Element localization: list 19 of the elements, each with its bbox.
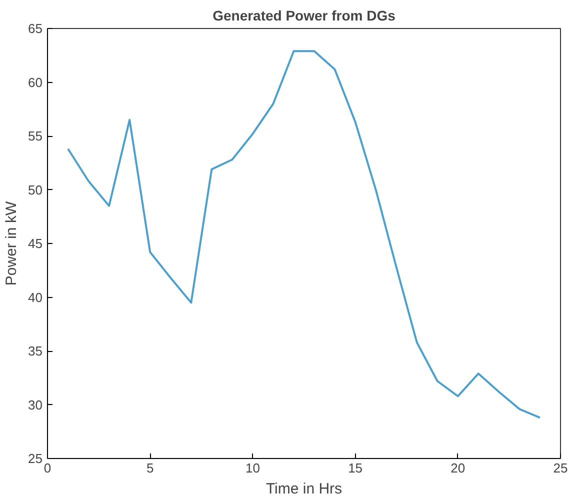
y-tick-label: 40 [28, 290, 43, 305]
y-tick-label: 25 [28, 451, 43, 466]
x-tick-label: 0 [44, 460, 52, 476]
y-axis-title: Power in kW [3, 200, 20, 286]
x-tick-label: 20 [450, 460, 466, 476]
y-tick-label: 35 [28, 344, 43, 358]
line-series [67, 50, 541, 419]
y-tick-label: 50 [28, 182, 43, 198]
y-tick-label: 45 [28, 236, 43, 251]
x-tick-label: 10 [245, 460, 260, 476]
y-tick-label: 55 [28, 128, 43, 144]
x-axis-title: Time in Hrs [266, 480, 342, 498]
y-tick-label: 30 [28, 397, 43, 412]
x-tick-label: 15 [348, 460, 363, 476]
y-tick-label: 65 [28, 21, 43, 36]
x-tick-label: 25 [553, 460, 568, 476]
y-tick-label: 60 [28, 74, 43, 90]
x-tick-label: 5 [146, 460, 154, 476]
chart-title: Generated Power from DGs [212, 8, 396, 24]
